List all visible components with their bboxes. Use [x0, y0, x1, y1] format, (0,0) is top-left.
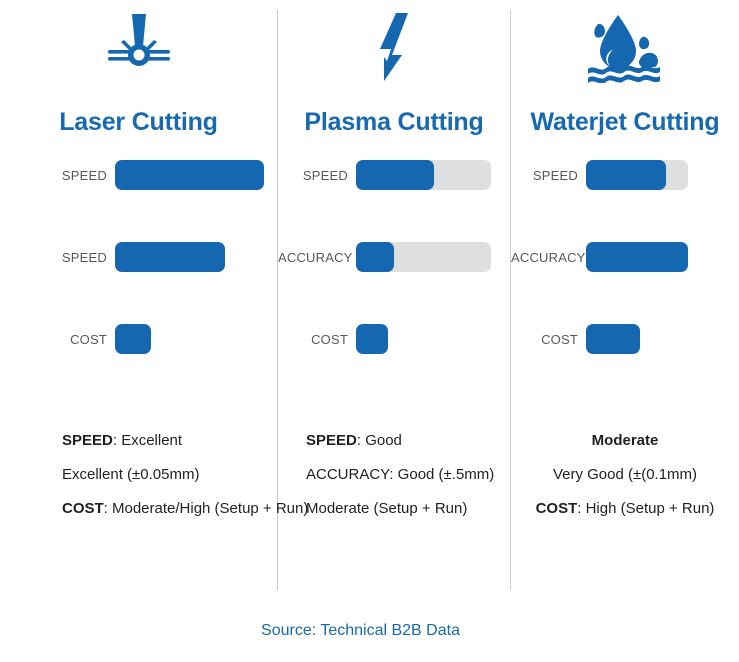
- metric-label: COST: [70, 331, 107, 347]
- metric-row: SPEED: [511, 160, 739, 190]
- summary-line: ACCURACY: Good (±.5mm): [306, 458, 538, 492]
- metric-track: [356, 160, 491, 190]
- metric-row: SPEED: [0, 160, 277, 190]
- summary-line: SPEED: Good: [306, 424, 538, 458]
- metric-track: [356, 324, 491, 354]
- metric-label: SPEED: [302, 167, 348, 183]
- summary-block: Moderate Very Good (±(0.1mm) COST: High …: [511, 424, 739, 526]
- metric-row: COST: [511, 324, 739, 354]
- metric-fill: [586, 160, 666, 190]
- metric-fill: [586, 242, 688, 272]
- summary-line: Excellent (±0.05mm): [62, 458, 339, 492]
- metric-track: [115, 242, 264, 272]
- summary-line-bold: SPEED: [62, 432, 113, 449]
- summary-line-rest: : Moderate/High (Setup + Run): [103, 500, 309, 517]
- summary-line-rest: : Good: [356, 432, 402, 449]
- metric-track: [586, 160, 688, 190]
- column-title: Waterjet Cutting: [530, 108, 720, 136]
- lightning-bolt-icon: [278, 8, 510, 86]
- metric-fill: [586, 324, 641, 354]
- column-waterjet-cutting: Waterjet Cutting SPEED ACCURACY COST: [511, 0, 739, 600]
- summary-line-rest: Excellent (±0.05mm): [62, 466, 200, 483]
- summary-line-bold: COST: [62, 500, 104, 517]
- summary-line-bold: SPEED: [306, 432, 357, 449]
- summary-line: Moderate (Setup + Run): [306, 492, 538, 526]
- metric-label: SPEED: [61, 249, 107, 265]
- metric-fill: [356, 324, 389, 354]
- metric-label: COST: [311, 331, 348, 347]
- metric-list: SPEED ACCURACY COST: [511, 160, 739, 406]
- summary-line: Very Good (±(0.1mm): [511, 458, 739, 492]
- summary-line-rest: Moderate (Setup + Run): [306, 500, 468, 517]
- metric-fill: [115, 160, 264, 190]
- metric-label: SPEED: [61, 167, 107, 183]
- metric-row: SPEED: [278, 160, 510, 190]
- metric-track: [586, 324, 688, 354]
- summary-line-rest: ACCURACY: Good (±.5mm): [306, 466, 495, 483]
- summary-line-rest: Very Good (±(0.1mm): [552, 466, 698, 483]
- column-divider-1: [277, 10, 278, 590]
- summary-line-bold: Moderate: [591, 432, 659, 449]
- summary-line-rest: : High (Setup + Run): [577, 500, 715, 517]
- summary-block: SPEED: Good ACCURACY: Good (±.5mm) Moder…: [278, 424, 538, 526]
- metric-row: ACCURACY: [278, 242, 510, 272]
- metric-fill: [115, 242, 226, 272]
- metric-row: SPEED: [0, 242, 277, 272]
- metric-row: COST: [278, 324, 510, 354]
- summary-line-rest: : Excellent: [112, 432, 183, 449]
- summary-line: COST: High (Setup + Run): [511, 492, 739, 526]
- column-divider-2: [510, 10, 511, 590]
- metric-track: [586, 242, 688, 272]
- metric-label: SPEED: [532, 167, 578, 183]
- summary-line-bold: COST: [535, 500, 578, 517]
- source-note: Source: Technical B2B Data: [261, 622, 460, 639]
- metric-row: ACCURACY: [511, 242, 739, 272]
- metric-fill: [115, 324, 151, 354]
- summary-block: SPEED: Excellent Excellent (±0.05mm) COS…: [0, 424, 339, 526]
- metric-track: [115, 160, 264, 190]
- column-plasma-cutting: Plasma Cutting SPEED ACCURACY COST: [278, 0, 510, 600]
- metric-list: SPEED SPEED COST: [0, 160, 277, 406]
- metric-track: [115, 324, 264, 354]
- summary-line: COST: Moderate/High (Setup + Run): [62, 492, 339, 526]
- metric-label: COST: [541, 331, 578, 347]
- column-laser-cutting: Laser Cutting SPEED SPEED COST: [0, 0, 308, 600]
- metric-label: ACCURACY: [511, 249, 586, 265]
- summary-line: Moderate: [511, 424, 739, 458]
- metric-fill: [356, 242, 394, 272]
- water-droplet-wave-icon: [511, 8, 739, 86]
- summary-line: SPEED: Excellent: [62, 424, 339, 458]
- metric-track: [356, 242, 491, 272]
- metric-list: SPEED ACCURACY COST: [278, 160, 510, 406]
- column-title: Plasma Cutting: [304, 108, 484, 136]
- metric-fill: [356, 160, 435, 190]
- laser-cutting-head-icon: [0, 8, 277, 86]
- column-title: Laser Cutting: [59, 108, 218, 136]
- metric-label: ACCURACY: [278, 249, 353, 265]
- metric-row: COST: [0, 324, 277, 354]
